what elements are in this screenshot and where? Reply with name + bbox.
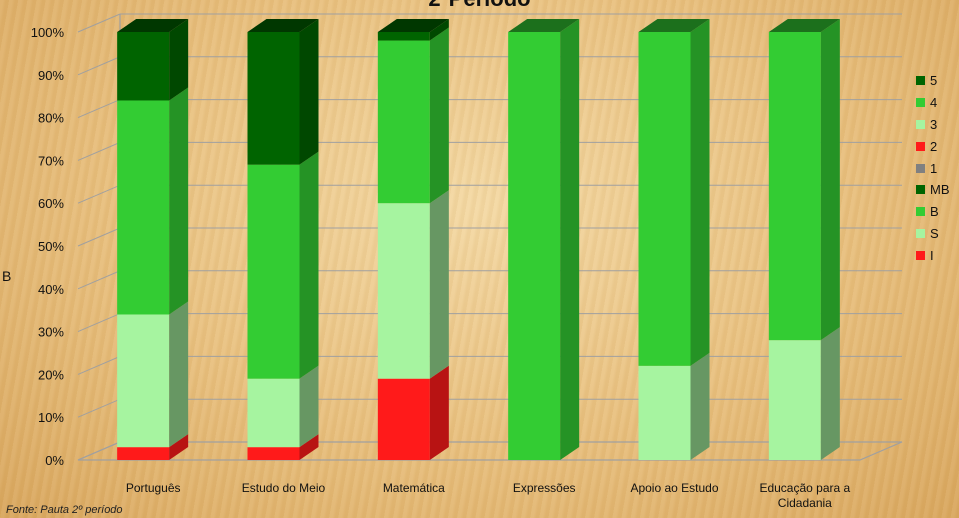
bar-segment-side (690, 19, 710, 366)
legend-item: B (916, 201, 950, 223)
bar-segment-side (169, 434, 189, 460)
legend-label: 1 (930, 160, 938, 176)
y-tick-label: 0% (45, 453, 64, 468)
x-tick-label: Português (126, 481, 181, 495)
y-tick-label: 50% (38, 239, 64, 254)
bar-segment-side (820, 19, 840, 341)
bar-segment-side (299, 365, 319, 448)
legend-item: 5 (916, 70, 950, 92)
bar-segment (768, 32, 821, 341)
y-tick-label: 100% (31, 25, 65, 40)
bar-segment-side (429, 27, 449, 204)
bar-segment-side (429, 190, 449, 379)
chart-bars (117, 19, 840, 460)
legend-item: I (916, 244, 950, 266)
y-tick-label: 60% (38, 196, 64, 211)
bar-segment (768, 340, 821, 460)
bar-top (247, 19, 319, 32)
x-tick-label: Estudo do Meio (242, 481, 326, 495)
x-tick-label: Apoio ao Estudo (630, 481, 718, 495)
y-axis-ticks: 0% 10% 20% 30% 40% 50% 60% 70% 80% 90% 100% (31, 25, 65, 468)
bar-segment (247, 32, 300, 165)
bar-segment (247, 447, 300, 460)
legend-label: 3 (930, 116, 938, 132)
bar-segment (377, 40, 430, 204)
legend-item: S (916, 223, 950, 245)
bar-segment (117, 32, 170, 101)
legend-item: 1 (916, 157, 950, 179)
legend-swatch (916, 185, 925, 195)
bar-segment-side (169, 87, 189, 315)
legend-swatch (916, 119, 925, 129)
bar-top (768, 19, 840, 32)
bar-segment (508, 32, 561, 460)
legend-label: I (930, 247, 934, 263)
bar-segment (377, 378, 430, 460)
legend-item: MB (916, 179, 950, 201)
legend-swatch (916, 228, 925, 238)
legend-swatch (916, 163, 925, 173)
legend-swatch (916, 98, 925, 108)
bar-segment-side (169, 301, 189, 448)
y-tick-label: 40% (38, 282, 64, 297)
bar-segment (117, 100, 170, 315)
legend-swatch (916, 250, 925, 260)
legend-item: 3 (916, 114, 950, 136)
bar-segment-side (429, 19, 449, 41)
legend-label: 4 (930, 95, 938, 111)
x-tick-label: Educação para a Cidadania (759, 481, 850, 510)
y-axis-label: B (2, 268, 12, 284)
y-tick-label: 90% (38, 68, 64, 83)
bar-segment (117, 447, 170, 460)
y-tick-label: 80% (38, 111, 64, 126)
bar-top (638, 19, 710, 32)
bar-segment (638, 32, 691, 366)
bar-segment-side (299, 19, 319, 165)
legend-swatch (916, 141, 925, 151)
source-note: Fonte: Pauta 2º período (6, 504, 123, 516)
bar-segment (247, 164, 300, 379)
legend-label: B (930, 204, 939, 220)
bar-segment-side (560, 19, 580, 460)
bar-segment-side (820, 327, 840, 460)
bar-segment-side (429, 365, 449, 460)
legend-item: 4 (916, 92, 950, 114)
bar-segment-side (690, 352, 710, 460)
y-tick-label: 10% (38, 410, 64, 425)
bar-segment-side (169, 19, 189, 101)
bar-top (377, 19, 449, 32)
bar-segment (638, 365, 691, 460)
bar-top (508, 19, 580, 32)
y-tick-label: 20% (38, 367, 64, 382)
legend-label: 5 (930, 73, 938, 89)
legend-label: S (930, 225, 939, 241)
bar-segment (377, 203, 430, 379)
bar-segment (377, 32, 430, 41)
chart-floor (77, 441, 903, 461)
legend-label: MB (930, 182, 950, 198)
legend-item: 2 (916, 135, 950, 157)
bar-segment (117, 314, 170, 448)
legend-label: 2 (930, 138, 938, 154)
x-tick-label: Expressões (513, 481, 576, 495)
x-tick-label: Matemática (383, 481, 445, 495)
legend-swatch (916, 76, 925, 86)
y-tick-label: 30% (38, 325, 64, 340)
legend-swatch (916, 207, 925, 217)
chart-title: 2ºPeríodo (0, 0, 959, 12)
gridline (77, 13, 902, 33)
chart-legend: 5 4 3 2 1 MB B S I (916, 70, 950, 266)
bar-segment (247, 378, 300, 448)
bar-segment-side (299, 151, 319, 379)
x-axis-ticks: Português Estudo do Meio Matemática Express… (126, 481, 851, 510)
bar-top (117, 19, 189, 32)
y-tick-label: 70% (38, 153, 64, 168)
bar-segment-side (299, 434, 319, 460)
